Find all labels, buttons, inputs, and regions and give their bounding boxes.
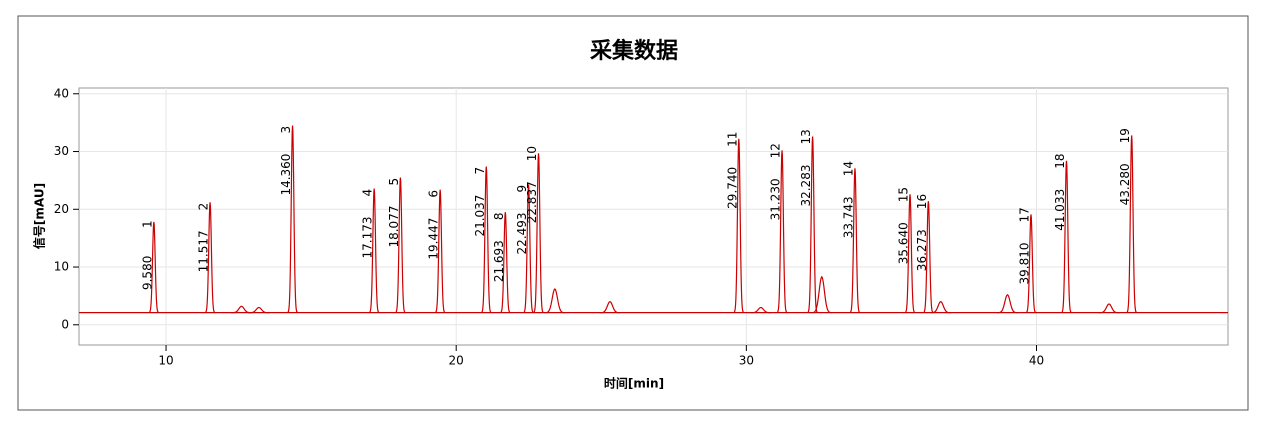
minor-peak xyxy=(248,306,270,314)
peak-number-label: 18 xyxy=(1053,153,1067,168)
peak xyxy=(148,221,160,314)
peak xyxy=(904,194,916,314)
chart-title: 采集数据 xyxy=(590,38,678,64)
peak-number-label: 6 xyxy=(427,190,441,198)
peak xyxy=(533,153,544,314)
peak-number-label: 7 xyxy=(473,167,487,175)
peak-time-label: 33.743 xyxy=(841,196,855,238)
peak xyxy=(395,177,406,314)
peak xyxy=(849,168,861,314)
x-tick-label: 20 xyxy=(449,354,464,368)
peak-time-label: 21.037 xyxy=(473,195,487,237)
peak-time-label: 35.640 xyxy=(896,222,910,264)
peak xyxy=(480,166,492,314)
peak xyxy=(523,184,534,314)
x-axis-label: 时间[min] xyxy=(604,376,664,391)
peak-time-label: 19.447 xyxy=(427,218,441,260)
peak-number-label: 10 xyxy=(525,146,539,161)
peak-number-label: 9 xyxy=(515,185,529,193)
minor-peak xyxy=(750,306,772,314)
peak-time-label: 39.810 xyxy=(1017,242,1031,284)
y-tick-label: 20 xyxy=(54,202,69,216)
peak-time-label: 18.077 xyxy=(387,206,401,248)
peak-time-label: 29.740 xyxy=(725,167,739,209)
peak-number-label: 13 xyxy=(799,129,813,144)
peak-number-label: 16 xyxy=(915,194,929,209)
peak-number-label: 2 xyxy=(197,203,211,211)
peak xyxy=(1126,135,1138,314)
minor-peak xyxy=(1098,303,1120,314)
peak-time-label: 31.230 xyxy=(769,178,783,220)
peak xyxy=(1061,160,1072,314)
peak-time-label: 32.283 xyxy=(799,165,813,207)
minor-peak xyxy=(997,293,1018,314)
peak-number-label: 14 xyxy=(841,161,855,176)
peak-number-label: 1 xyxy=(140,220,154,228)
peak-time-label: 36.273 xyxy=(915,229,929,271)
peak-time-label: 22.493 xyxy=(515,212,529,254)
peak-time-label: 43.280 xyxy=(1118,163,1132,205)
peak xyxy=(287,125,298,314)
peak-number-label: 4 xyxy=(361,189,375,197)
y-tick-label: 30 xyxy=(54,144,69,158)
minor-peak xyxy=(544,288,566,314)
y-tick-label: 40 xyxy=(54,86,69,100)
peak-time-label: 17.173 xyxy=(361,216,375,258)
y-axis-label: 信号[mAU] xyxy=(32,183,47,249)
peak-number-label: 8 xyxy=(492,213,506,221)
peak-number-label: 3 xyxy=(279,126,293,134)
x-tick-label: 10 xyxy=(158,354,173,368)
peak-number-label: 5 xyxy=(387,178,401,186)
y-tick-label: 10 xyxy=(54,260,69,274)
peak xyxy=(368,188,380,314)
peak-time-label: 11.517 xyxy=(197,230,211,272)
peak xyxy=(204,202,216,314)
minor-peak xyxy=(930,301,952,314)
y-tick-label: 0 xyxy=(61,317,69,331)
peak-time-label: 14.360 xyxy=(279,154,293,196)
peak xyxy=(434,189,446,314)
x-tick-label: 30 xyxy=(739,354,754,368)
peak xyxy=(733,138,745,314)
peak-number-label: 12 xyxy=(769,143,783,158)
peak-time-label: 22.837 xyxy=(525,181,539,223)
peak xyxy=(500,212,511,314)
peak xyxy=(807,136,818,314)
peak-number-label: 19 xyxy=(1118,128,1132,143)
minor-peak xyxy=(599,301,621,314)
minor-peak xyxy=(811,275,833,314)
peak-time-label: 9.580 xyxy=(140,256,154,290)
peak-number-label: 11 xyxy=(725,132,739,147)
x-tick-label: 40 xyxy=(1029,354,1044,368)
peak xyxy=(923,201,934,314)
peak-number-label: 15 xyxy=(896,187,910,202)
peak xyxy=(776,150,788,314)
peak xyxy=(1025,214,1037,314)
peak-time-label: 21.693 xyxy=(492,240,506,282)
peak-number-label: 17 xyxy=(1017,207,1031,222)
peak-time-label: 41.033 xyxy=(1053,189,1067,231)
